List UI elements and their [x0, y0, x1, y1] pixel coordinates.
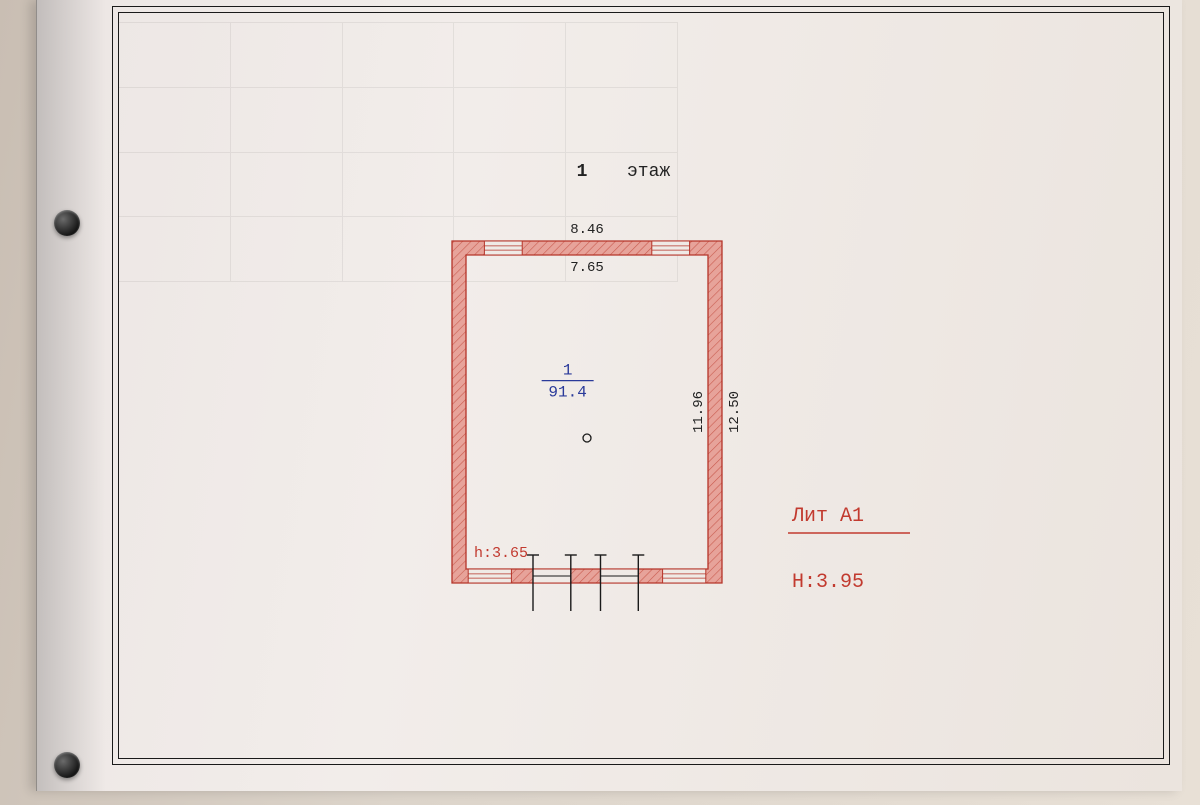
dim-right-inner: 11.96 [691, 391, 707, 433]
binder-ring-top [54, 210, 80, 236]
room-area: 91.4 [548, 384, 586, 402]
column-marker [583, 434, 591, 442]
building-height-H: H:3.95 [792, 571, 864, 594]
dim-right-outer: 12.50 [727, 391, 743, 433]
lit-label: Лит A1 [791, 505, 864, 528]
window-opening [468, 569, 511, 583]
window-opening [484, 241, 522, 255]
ceiling-height-h: h:3.65 [474, 545, 528, 562]
svg-text:этаж: этаж [627, 162, 670, 182]
dim-top-outer: 8.46 [570, 222, 604, 238]
svg-text:1: 1 [577, 162, 588, 182]
binder-ring-bottom [54, 752, 80, 778]
room-number: 1 [563, 362, 573, 380]
desk-surface: 1 этаж 8.46 7.65 11.96 12.50 1 91.4 h:3.65 Лит A1… [0, 0, 1200, 805]
wall-ring [452, 241, 722, 583]
window-opening [663, 569, 706, 583]
window-opening [652, 241, 690, 255]
floor-plan-svg: 1 этаж 8.46 7.65 11.96 12.50 1 91.4 h:3.65 Лит A1… [112, 6, 1170, 765]
dim-top-inner: 7.65 [570, 260, 604, 276]
